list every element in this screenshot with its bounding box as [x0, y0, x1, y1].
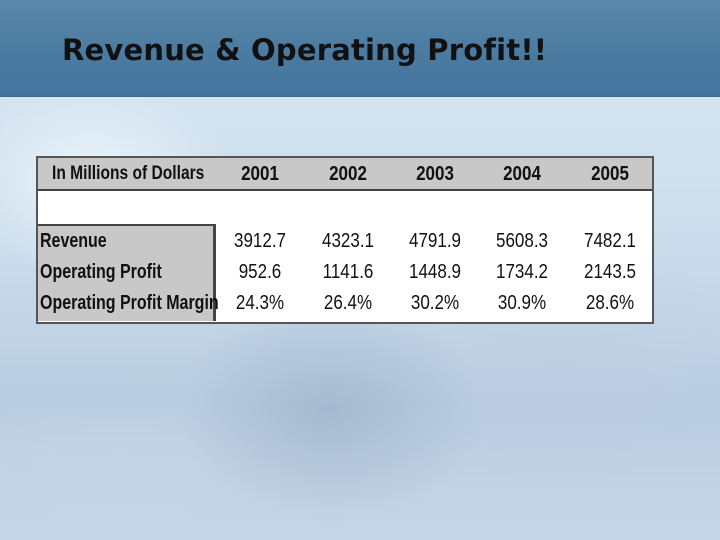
table-cell: 5608.3 [495, 230, 548, 252]
table-cell: 4323.1 [321, 230, 374, 252]
table-cell: 1448.9 [408, 261, 461, 283]
table-cell: 26.4% [323, 292, 373, 314]
table-cell: 3912.7 [233, 230, 286, 252]
table-cell: 4791.9 [408, 230, 461, 252]
corner-label: In Millions of Dollars [52, 163, 205, 184]
row-label-column: Revenue Operating Profit Operating Profi… [38, 224, 219, 321]
row-label-operating-profit: Operating Profit [40, 261, 162, 283]
year-header: 2003 [416, 163, 454, 185]
year-header: 2005 [591, 163, 629, 185]
table-cell: 30.2% [410, 292, 460, 314]
table-cell: 1141.6 [322, 261, 374, 283]
table-cell: 952.6 [238, 261, 282, 283]
table-header-row: In Millions of Dollars 2001 2002 2003 20… [38, 158, 652, 191]
table-cell: 2143.5 [583, 261, 636, 283]
financial-table: In Millions of Dollars 2001 2002 2003 20… [36, 156, 654, 324]
table-cell: 28.6% [585, 292, 635, 314]
year-header: 2001 [241, 163, 279, 185]
title-bar: Revenue & Operating Profit!! [0, 0, 720, 97]
year-header: 2002 [329, 163, 367, 185]
table-cell: 1734.2 [495, 261, 548, 283]
year-header: 2004 [503, 163, 541, 185]
table-cell: 24.3% [235, 292, 285, 314]
slide-title: Revenue & Operating Profit!! [62, 33, 548, 67]
row-label-operating-profit-margin: Operating Profit Margin [40, 292, 219, 314]
row-label-revenue: Revenue [40, 230, 107, 252]
table-cell: 30.9% [497, 292, 547, 314]
table-cell: 7482.1 [583, 230, 636, 252]
